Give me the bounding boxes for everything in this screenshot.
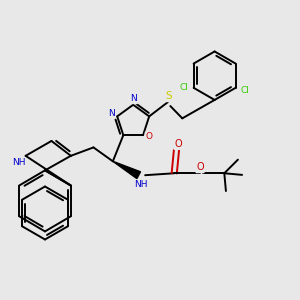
Text: N: N — [108, 109, 115, 118]
Text: NH: NH — [12, 158, 25, 167]
Polygon shape — [113, 161, 140, 178]
Text: S: S — [165, 92, 172, 101]
Text: O: O — [174, 139, 182, 149]
Text: O: O — [196, 162, 204, 172]
Text: N: N — [130, 94, 137, 103]
Text: Cl: Cl — [241, 86, 250, 95]
Text: O: O — [146, 132, 152, 141]
Text: Cl: Cl — [179, 83, 188, 92]
Text: NH: NH — [134, 180, 148, 189]
